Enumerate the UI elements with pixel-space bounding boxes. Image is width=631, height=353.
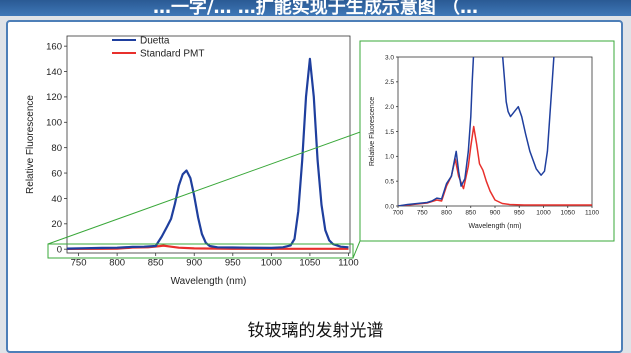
main-x-tick-label: 950	[225, 258, 241, 269]
legend-standard-pmt-label: Standard PMT	[140, 49, 204, 60]
inset-x-tick-label: 750	[417, 210, 428, 217]
inset-y-tick-label: 0.0	[385, 203, 394, 210]
inset-y-tick-label: 2.0	[385, 104, 394, 111]
slide-caption: 钕玻璃的发射光谱	[247, 321, 384, 341]
inset-x-tick-label: 1050	[561, 210, 576, 217]
main-series-duetta-line	[67, 57, 349, 250]
main-x-tick-label: 850	[148, 258, 164, 269]
inset-y-tick-label: 1.5	[385, 129, 394, 136]
inset-x-tick-label: 1000	[536, 210, 551, 217]
main-x-tick-label: 800	[109, 258, 125, 269]
inset-y-axis-label: Relative Fluorescence	[369, 97, 376, 166]
inset-y-tick-label: 0.5	[385, 178, 394, 185]
main-y-tick-label: 160	[46, 41, 62, 52]
inset-y-tick-label: 1.0	[385, 154, 394, 161]
inset-y-tick-label: 2.5	[385, 79, 394, 86]
main-y-tick-label: 100	[46, 118, 62, 129]
main-y-tick-label: 60	[51, 168, 62, 179]
inset-series-blue-line	[398, 57, 555, 206]
main-y-tick-label: 80	[51, 143, 62, 154]
inset-x-tick-label: 950	[514, 210, 525, 217]
inset-frame	[359, 40, 615, 242]
zoom-connector-bottom	[352, 240, 361, 259]
main-x-tick-label: 1050	[299, 258, 320, 269]
inset-y-tick-label: 3.0	[385, 54, 394, 61]
main-legend: Duetta Standard PMT	[112, 36, 204, 60]
main-chart: 750 800 850 900 950 1000 1050 1100 0 20 40 60 80 100 1…	[25, 35, 359, 287]
legend-duetta-label: Duetta	[140, 36, 170, 47]
slide-title-bar: …一字/… …扩能实现于生成示意图 （…	[0, 0, 631, 18]
main-y-axis-label: Relative Fluorescence	[25, 95, 36, 194]
main-y-tick-label: 20	[51, 219, 62, 230]
inset-x-tick-label: 700	[393, 210, 404, 217]
main-x-tick-label: 1100	[338, 258, 358, 269]
inset-x-tick-label: 1100	[585, 210, 599, 217]
zoom-region-box	[47, 243, 354, 259]
inset-x-tick-label: 900	[490, 210, 501, 217]
main-y-tick-label: 0	[57, 245, 62, 256]
inset-chart: 700 750 800 850 900 950 1000 1050 1100 0.0 0.5 1.0 1…	[369, 54, 599, 230]
main-x-tick-label: 750	[71, 258, 87, 269]
main-plot-frame	[66, 35, 351, 254]
zoom-callout	[47, 40, 615, 259]
inset-x-tick-label: 850	[465, 210, 476, 217]
main-y-tick-label: 120	[46, 92, 62, 103]
inset-x-axis-label: Wavelength (nm)	[468, 223, 521, 230]
main-x-tick-label: 900	[186, 258, 202, 269]
slide-title-fragment: …一字/… …扩能实现于生成示意图 （…	[152, 0, 479, 18]
inset-x-tick-label: 800	[441, 210, 452, 217]
main-y-tick-label: 140	[46, 67, 62, 78]
main-x-tick-label: 1000	[261, 258, 282, 269]
main-y-tick-label: 40	[51, 194, 62, 205]
main-x-axis-label: Wavelength (nm)	[171, 276, 247, 287]
